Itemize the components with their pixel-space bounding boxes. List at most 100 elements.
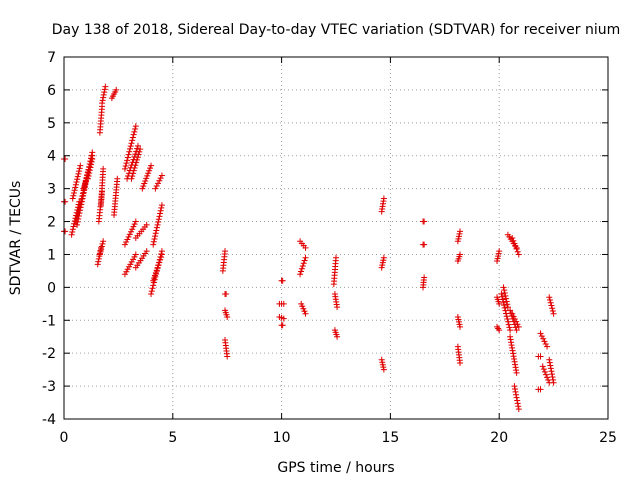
data-point: [515, 403, 522, 410]
data-point: [298, 268, 305, 275]
data-point: [514, 400, 521, 407]
data-point: [101, 86, 108, 93]
data-point: [158, 204, 165, 211]
data-point: [141, 180, 148, 187]
data-point: [546, 294, 553, 301]
data-point: [548, 371, 555, 378]
data-point: [69, 228, 76, 235]
data-point: [511, 315, 518, 322]
data-point: [130, 167, 137, 174]
data-point: [153, 183, 160, 190]
data-point: [130, 170, 137, 177]
data-point: [509, 344, 516, 351]
data-point: [511, 358, 518, 365]
data-point: [152, 185, 159, 192]
data-point: [70, 192, 77, 199]
data-point: [299, 262, 306, 269]
data-point: [79, 192, 86, 199]
data-point: [134, 154, 141, 161]
data-point: [124, 154, 131, 161]
data-point: [546, 356, 553, 363]
data-point: [122, 163, 129, 170]
data-point: [537, 386, 544, 393]
data-point: [501, 290, 508, 297]
data-point: [100, 91, 107, 98]
data-point: [380, 366, 387, 373]
data-point: [503, 313, 510, 320]
data-point: [222, 248, 229, 255]
data-point: [510, 350, 517, 357]
data-point: [88, 158, 95, 165]
data-point: [421, 274, 428, 281]
data-point: [503, 295, 510, 302]
data-point: [153, 227, 160, 234]
data-point: [279, 277, 286, 284]
data-point: [127, 228, 134, 235]
data-point: [127, 143, 134, 150]
data-point: [301, 257, 308, 264]
data-point: [130, 223, 137, 230]
data-point: [137, 146, 144, 153]
data-point: [496, 248, 503, 255]
data-point: [72, 184, 79, 191]
data-point: [513, 327, 520, 334]
data-point: [157, 210, 164, 217]
data-point: [76, 168, 83, 175]
data-point: [100, 238, 107, 245]
data-point: [150, 238, 157, 245]
data-point: [123, 160, 130, 167]
data-point: [132, 125, 139, 132]
data-point: [510, 313, 517, 320]
data-point: [143, 221, 150, 228]
x-tick-label: 25: [599, 430, 617, 446]
data-point: [155, 216, 162, 223]
data-point: [512, 361, 519, 368]
data-point: [87, 164, 94, 171]
data-point: [77, 162, 84, 169]
data-point: [550, 376, 557, 383]
data-point: [513, 369, 520, 376]
data-point: [145, 170, 152, 177]
data-point: [129, 226, 136, 233]
data-point: [507, 327, 514, 334]
data-point: [77, 204, 84, 211]
data-point: [513, 318, 520, 325]
data-point: [540, 366, 547, 373]
grid: [64, 57, 608, 419]
data-point: [155, 219, 162, 226]
data-point: [68, 231, 75, 238]
data-point: [139, 185, 146, 192]
data-point: [131, 221, 138, 228]
data-point: [143, 175, 150, 182]
y-tick-label: 3: [47, 182, 56, 198]
y-tick-label: 4: [47, 149, 56, 165]
data-point: [152, 233, 159, 240]
data-point: [133, 156, 140, 163]
x-tick-label: 5: [168, 430, 177, 446]
data-point: [502, 292, 509, 299]
data-point: [504, 301, 511, 308]
data-point: [280, 315, 287, 322]
data-point: [512, 364, 519, 371]
data-point: [129, 137, 136, 144]
data-point: [550, 310, 557, 317]
data-point: [380, 254, 387, 261]
data-point: [62, 198, 69, 205]
data-point: [501, 304, 508, 311]
y-axis-label: SDTVAR / TECUs: [8, 181, 24, 296]
data-point: [135, 151, 142, 158]
data-point: [302, 254, 309, 261]
y-tick-label: 0: [47, 280, 56, 296]
data-point: [280, 300, 287, 307]
data-point: [125, 151, 132, 158]
data-point: [147, 165, 154, 172]
data-point: [153, 224, 160, 231]
data-point: [158, 254, 165, 261]
data-point: [143, 248, 150, 255]
data-point: [508, 339, 515, 346]
data-point: [82, 180, 89, 187]
y-tick-label: -1: [42, 313, 56, 329]
y-tick-label: 5: [47, 116, 56, 132]
data-point: [94, 261, 101, 268]
